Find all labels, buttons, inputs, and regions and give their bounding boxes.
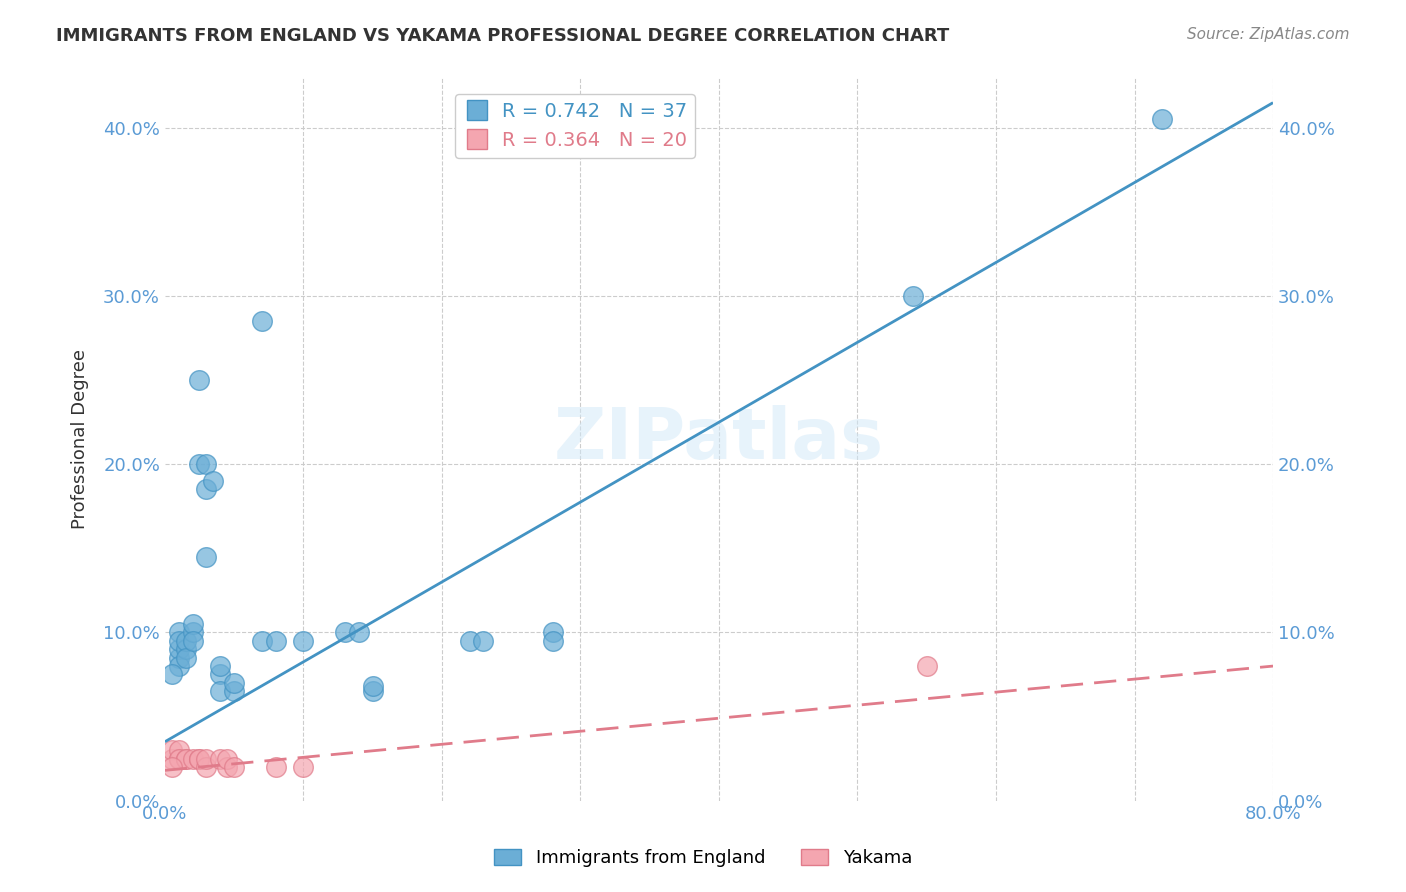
Point <box>160 743 183 757</box>
Point <box>181 751 204 765</box>
Point <box>167 633 190 648</box>
Point <box>250 314 273 328</box>
Text: IMMIGRANTS FROM ENGLAND VS YAKAMA PROFESSIONAL DEGREE CORRELATION CHART: IMMIGRANTS FROM ENGLAND VS YAKAMA PROFES… <box>56 27 949 45</box>
Point <box>264 760 287 774</box>
Point <box>333 625 356 640</box>
Point <box>188 373 211 387</box>
Point <box>209 667 232 681</box>
Point <box>224 676 246 690</box>
Point <box>217 760 239 774</box>
Point <box>174 642 197 657</box>
Text: Source: ZipAtlas.com: Source: ZipAtlas.com <box>1187 27 1350 42</box>
Point <box>361 679 384 693</box>
Point <box>202 474 225 488</box>
Point <box>217 751 239 765</box>
Point <box>174 751 197 765</box>
Point <box>292 760 315 774</box>
Point <box>160 751 183 765</box>
Point <box>915 659 938 673</box>
Point <box>541 633 564 648</box>
Point <box>472 633 495 648</box>
Point <box>167 743 190 757</box>
Point <box>250 633 273 648</box>
Point <box>195 760 218 774</box>
Point <box>174 751 197 765</box>
Point <box>181 633 204 648</box>
Point <box>195 549 218 564</box>
Legend: R = 0.742   N = 37, R = 0.364   N = 20: R = 0.742 N = 37, R = 0.364 N = 20 <box>456 95 695 158</box>
Point <box>264 633 287 648</box>
Point <box>209 659 232 673</box>
Point <box>167 642 190 657</box>
Text: ZIPatlas: ZIPatlas <box>554 405 884 474</box>
Point <box>195 483 218 497</box>
Point <box>167 650 190 665</box>
Point <box>224 760 246 774</box>
Point <box>181 617 204 632</box>
Point <box>174 650 197 665</box>
Point <box>167 751 190 765</box>
Point <box>209 684 232 698</box>
Point <box>224 684 246 698</box>
Point <box>458 633 481 648</box>
Point <box>901 289 924 303</box>
Point <box>188 751 211 765</box>
Point <box>188 751 211 765</box>
Point <box>188 457 211 471</box>
Point <box>160 760 183 774</box>
Point <box>167 751 190 765</box>
Point <box>361 684 384 698</box>
Point <box>174 633 197 648</box>
Y-axis label: Professional Degree: Professional Degree <box>72 349 89 529</box>
Point <box>292 633 315 648</box>
Point <box>160 667 183 681</box>
Point <box>167 625 190 640</box>
Point <box>347 625 370 640</box>
Point <box>181 625 204 640</box>
Legend: Immigrants from England, Yakama: Immigrants from England, Yakama <box>486 841 920 874</box>
Point <box>541 625 564 640</box>
Point <box>1152 112 1174 127</box>
Point <box>195 457 218 471</box>
Point <box>167 659 190 673</box>
Point <box>209 751 232 765</box>
Point <box>195 751 218 765</box>
